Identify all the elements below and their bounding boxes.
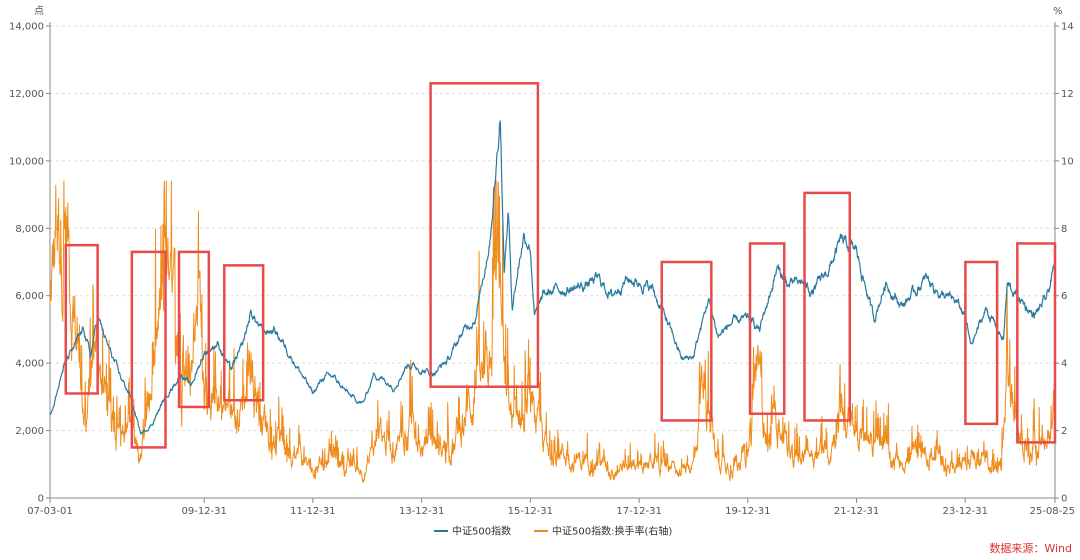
highlight-box: [803, 191, 851, 422]
x-tick-label: 19-12-31: [725, 506, 770, 517]
left-tick-label: 6,000: [15, 291, 44, 302]
legend: 中证500指数 中证500指数:换手率(右轴): [434, 525, 672, 538]
legend-label-turnover: 中证500指数:换手率(右轴): [552, 525, 672, 538]
highlight-box: [748, 242, 786, 415]
x-tick-label: 13-12-31: [399, 506, 444, 517]
highlight-box: [429, 82, 540, 388]
left-tick-label: 8,000: [15, 224, 44, 235]
legend-label-index: 中证500指数: [452, 525, 511, 538]
right-tick-label: 2: [1061, 426, 1067, 437]
highlight-boxes: [64, 82, 1057, 449]
right-tick-label: 12: [1061, 89, 1074, 100]
x-tick-label: 21-12-31: [834, 506, 879, 517]
left-tick-label: 10,000: [9, 156, 44, 167]
highlight-box: [130, 250, 167, 449]
highlight-box: [64, 243, 99, 395]
left-tick-label: 14,000: [9, 22, 44, 33]
highlight-box: [223, 264, 265, 402]
right-tick-label: 10: [1061, 156, 1074, 167]
right-tick-label: 8: [1061, 224, 1067, 235]
left-tick-label: 0: [38, 494, 44, 505]
left-tick-label: 12,000: [9, 89, 44, 100]
x-tick-label: 25-08-25: [1030, 506, 1075, 517]
x-tick-label: 17-12-31: [616, 506, 661, 517]
highlight-box: [177, 250, 211, 409]
x-tick-label: 09-12-31: [182, 506, 227, 517]
right-tick-label: 6: [1061, 291, 1067, 302]
series-turnover-line: [49, 180, 1056, 483]
right-tick-label: 0: [1061, 494, 1067, 505]
x-tick-label: 15-12-31: [508, 506, 553, 517]
left-axis-unit: 点: [34, 5, 44, 17]
highlight-box: [660, 260, 713, 422]
highlight-box: [1016, 242, 1057, 444]
left-tick-label: 2,000: [15, 426, 44, 437]
highlight-box: [964, 260, 999, 426]
source-note: 数据来源：Wind: [989, 542, 1072, 555]
x-tick-label: 23-12-31: [943, 506, 988, 517]
series-layer: [49, 120, 1056, 483]
x-tick-label: 11-12-31: [290, 506, 335, 517]
right-tick-label: 4: [1061, 359, 1067, 370]
right-tick-label: 14: [1061, 22, 1074, 33]
right-axis-unit: %: [1053, 6, 1063, 17]
series-index-line: [49, 120, 1056, 435]
left-tick-label: 4,000: [15, 359, 44, 370]
x-tick-label: 07-03-01: [27, 506, 72, 517]
grid-lines: [50, 25, 1055, 432]
